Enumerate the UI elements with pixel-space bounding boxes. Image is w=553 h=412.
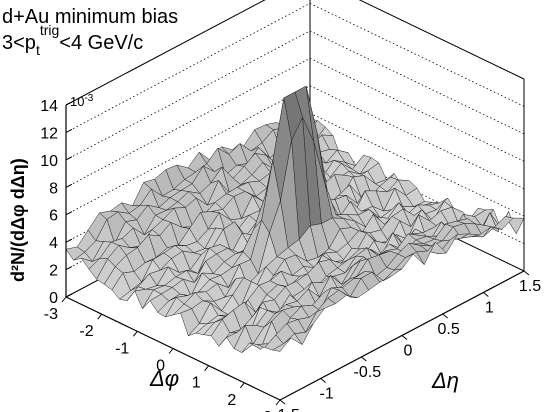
z-tick-label: 4 (49, 235, 58, 252)
y-tick-mark (401, 335, 408, 340)
y-tick-label: 0.5 (438, 321, 460, 338)
z-tick-label: 12 (40, 125, 58, 142)
z-exponent: 10-3 (70, 93, 94, 109)
y-tick-mark (361, 356, 367, 362)
z-tick-label: 8 (49, 180, 58, 197)
x-tick-mark (97, 313, 103, 320)
z-tick-mark (65, 293, 73, 298)
frame-edge-3 (65, 0, 266, 106)
frame-edge-4 (358, 0, 525, 80)
z-tick-label: 14 (40, 98, 58, 115)
chart-title-line1: d+Au minimum bias (2, 6, 178, 28)
y-tick-label: -1 (320, 386, 334, 403)
x-tick-mark (61, 296, 67, 303)
x-tick-label: 2 (227, 392, 236, 409)
x-tick-label: -3 (44, 306, 58, 323)
z-tick-mark (65, 266, 73, 271)
y-tick-label: 1.5 (519, 278, 541, 295)
x-tick-label: -2 (79, 323, 93, 340)
y-tick-label: 0 (404, 343, 413, 360)
x-axis-title: Δφ (149, 366, 179, 391)
z-tick-mark (65, 156, 73, 161)
x-tick-label: 0 (156, 358, 165, 375)
grid-line-z3 (65, 85, 525, 216)
y-tick-mark (442, 313, 448, 319)
z-tick-mark (65, 211, 73, 216)
z-axis-title: d²N/(dΔφ dΔη) (8, 158, 28, 282)
z-tick-mark (65, 183, 73, 188)
z-tick-label: 0 (49, 290, 58, 307)
y-tick-mark (320, 378, 326, 383)
y-tick-mark (483, 292, 489, 297)
surface-mesh (65, 85, 525, 353)
x-tick-mark (204, 365, 210, 371)
grid-line-z5 (65, 30, 525, 161)
x-tick-label: 3 (263, 409, 272, 412)
grid-line-z6 (65, 2, 525, 133)
x-tick-mark (239, 382, 245, 389)
y-tick-label: -0.5 (354, 364, 382, 381)
x-tick-label: -1 (115, 340, 129, 357)
y-tick-mark (279, 399, 286, 405)
grid-line-z4 (65, 57, 525, 188)
x-tick-mark (132, 331, 138, 337)
z-tick-mark (65, 128, 73, 133)
y-tick-label: -1.5 (272, 407, 300, 412)
y-tick-label: 1 (485, 300, 494, 317)
y-tick-mark (523, 270, 530, 276)
chart-title-line2: 3<pttrig<4 GeV/c (2, 22, 143, 58)
surface-cell (272, 337, 292, 352)
z-tick-label: 6 (49, 208, 58, 225)
z-tick-label: 10 (40, 153, 58, 170)
z-tick-label: 2 (49, 263, 58, 280)
x-tick-mark (168, 348, 174, 354)
x-tick-mark (275, 399, 281, 406)
z-tick-mark (65, 238, 73, 243)
y-axis-title: Δη (431, 368, 459, 393)
x-tick-label: 1 (192, 375, 201, 392)
z-tick-mark (65, 101, 73, 106)
